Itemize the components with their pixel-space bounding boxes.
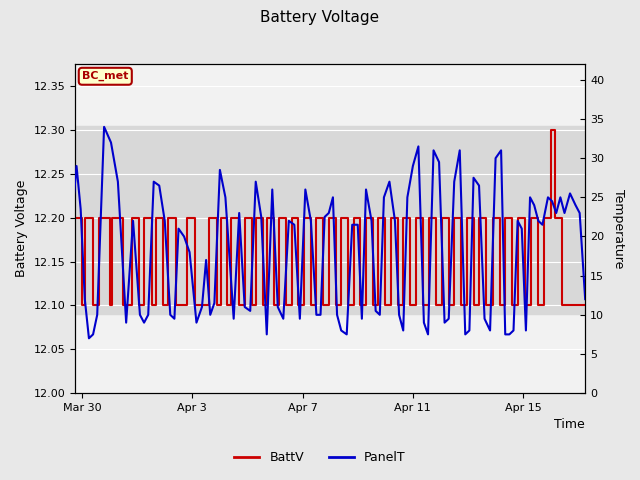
Y-axis label: Battery Voltage: Battery Voltage [15,180,28,277]
Text: Battery Voltage: Battery Voltage [260,10,380,24]
Bar [75,126,585,314]
Legend: BattV, PanelT: BattV, PanelT [229,446,411,469]
Y-axis label: Temperature: Temperature [612,189,625,268]
Text: BC_met: BC_met [82,71,129,82]
X-axis label: Time: Time [554,419,585,432]
